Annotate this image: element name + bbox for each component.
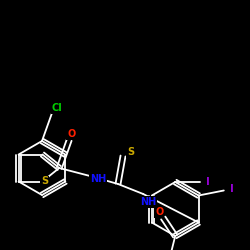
Text: S: S (128, 147, 134, 157)
Text: O: O (67, 129, 75, 139)
Text: S: S (41, 176, 48, 186)
Text: O: O (155, 207, 163, 217)
Text: I: I (230, 184, 234, 194)
Text: NH: NH (140, 197, 156, 207)
Text: I: I (206, 177, 210, 187)
Text: Cl: Cl (52, 103, 62, 113)
Text: NH: NH (90, 174, 106, 184)
